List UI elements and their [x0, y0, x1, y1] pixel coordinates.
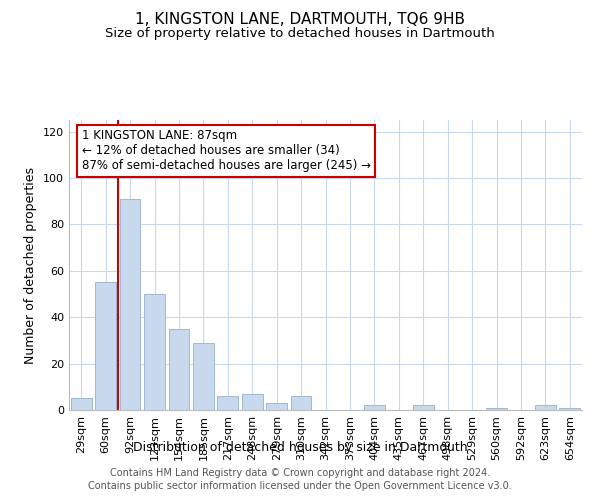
- Text: Size of property relative to detached houses in Dartmouth: Size of property relative to detached ho…: [105, 28, 495, 40]
- Text: Distribution of detached houses by size in Dartmouth: Distribution of detached houses by size …: [133, 441, 467, 454]
- Y-axis label: Number of detached properties: Number of detached properties: [25, 166, 37, 364]
- Bar: [217, 396, 238, 410]
- Bar: [119, 199, 140, 410]
- Bar: [95, 282, 116, 410]
- Bar: [486, 408, 507, 410]
- Bar: [413, 406, 434, 410]
- Text: Contains public sector information licensed under the Open Government Licence v3: Contains public sector information licen…: [88, 481, 512, 491]
- Bar: [242, 394, 263, 410]
- Bar: [71, 398, 92, 410]
- Bar: [290, 396, 311, 410]
- Bar: [144, 294, 165, 410]
- Text: 1, KINGSTON LANE, DARTMOUTH, TQ6 9HB: 1, KINGSTON LANE, DARTMOUTH, TQ6 9HB: [135, 12, 465, 28]
- Bar: [193, 342, 214, 410]
- Text: 1 KINGSTON LANE: 87sqm
← 12% of detached houses are smaller (34)
87% of semi-det: 1 KINGSTON LANE: 87sqm ← 12% of detached…: [82, 130, 371, 172]
- Bar: [535, 406, 556, 410]
- Bar: [169, 329, 190, 410]
- Text: Contains HM Land Registry data © Crown copyright and database right 2024.: Contains HM Land Registry data © Crown c…: [110, 468, 490, 477]
- Bar: [559, 408, 580, 410]
- Bar: [266, 403, 287, 410]
- Bar: [364, 406, 385, 410]
